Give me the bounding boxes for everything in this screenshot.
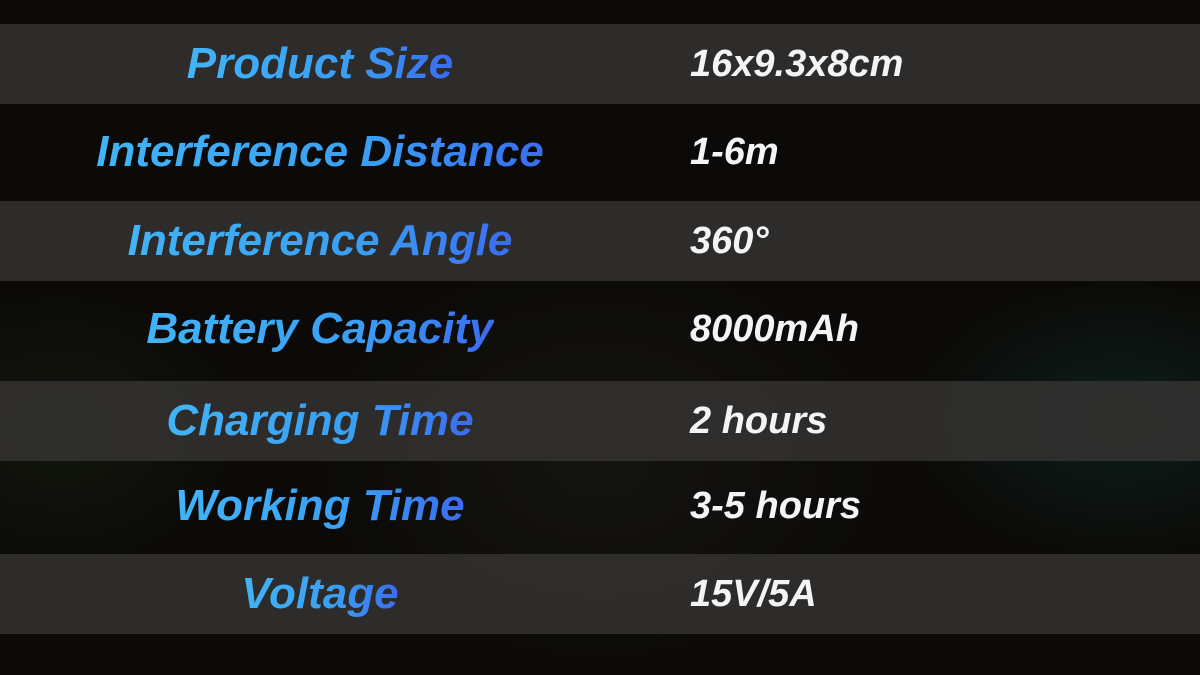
spec-row-interference-angle: Interference Angle 360°	[0, 201, 1200, 281]
spec-label: Battery Capacity	[146, 304, 494, 353]
spec-label: Interference Angle	[127, 216, 513, 265]
spec-row-working-time: Working Time 3-5 hours	[0, 466, 1200, 546]
spec-label: Interference Distance	[96, 127, 544, 176]
spec-row-voltage: Voltage 15V/5A	[0, 554, 1200, 634]
spec-label: Charging Time	[166, 396, 474, 445]
spec-value: 1-6m	[690, 131, 779, 173]
spec-row-interference-distance: Interference Distance 1-6m	[0, 112, 1200, 192]
spec-value: 3-5 hours	[690, 485, 862, 527]
spec-label: Working Time	[175, 481, 465, 530]
spec-label: Product Size	[186, 39, 454, 88]
spec-row-charging-time: Charging Time 2 hours	[0, 381, 1200, 461]
spec-value: 360°	[690, 220, 769, 262]
spec-row-product-size: Product Size 16x9.3x8cm	[0, 24, 1200, 104]
spec-row-battery-capacity: Battery Capacity 8000mAh	[0, 289, 1200, 369]
spec-value: 15V/5A	[690, 573, 817, 615]
spec-value: 2 hours	[690, 400, 828, 442]
spec-value: 8000mAh	[690, 308, 859, 350]
spec-label: Voltage	[241, 569, 399, 618]
spec-value: 16x9.3x8cm	[690, 43, 904, 85]
